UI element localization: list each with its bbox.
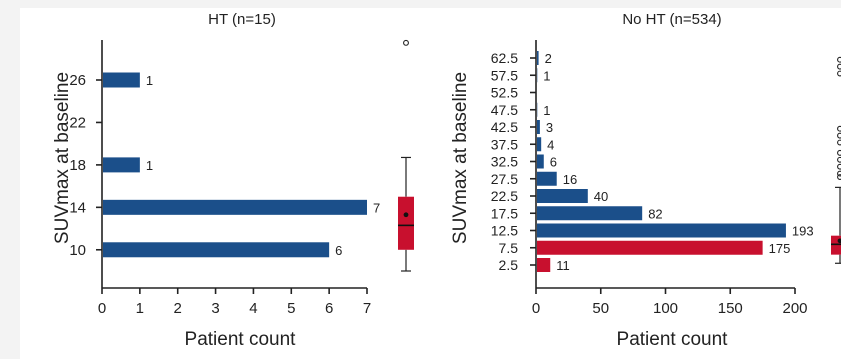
boxplot-outlier [837, 174, 841, 180]
boxplot-mean-marker [403, 212, 409, 218]
x-tick-label: 4 [249, 300, 257, 317]
bar-value-label: 1 [146, 73, 153, 88]
y-tick-label: 22 [69, 114, 86, 131]
bar [103, 242, 330, 258]
chart-panel-no-ht: No HT (n=534)0 50 100 150 2002.57.512.517.52… [450, 11, 841, 350]
boxplot-outlier [837, 56, 841, 63]
boxplot-mean-marker [837, 238, 841, 244]
y-axis-label: SUVmax at baseline [52, 72, 73, 244]
y-tick-label: 22.5 [491, 188, 518, 204]
x-tick-label: 200 [782, 300, 807, 317]
boxplot-outlier [837, 170, 841, 177]
y-tick-label: 10 [69, 242, 86, 259]
x-axis-label: Patient count [617, 329, 729, 350]
y-tick-label: 47.5 [491, 102, 518, 118]
x-tick-label: 150 [718, 300, 743, 317]
boxplot-box [831, 235, 841, 255]
bar-value-label: 7 [373, 200, 380, 215]
y-tick-label: 17.5 [491, 205, 518, 221]
y-tick-label: 12.5 [491, 223, 518, 239]
x-tick-label: 0 [532, 300, 540, 317]
bar-value-label: 1 [543, 68, 550, 83]
y-tick-label: 7.5 [499, 240, 519, 256]
y-tick-label: 42.5 [491, 119, 518, 135]
boxplot-outlier [837, 149, 841, 156]
bar [537, 240, 763, 255]
x-tick-label: 2 [174, 300, 182, 317]
bar [537, 206, 643, 221]
chart-title: HT (n=15) [208, 11, 276, 28]
bar-value-label: 175 [769, 241, 791, 256]
bar-value-label: 40 [594, 189, 608, 204]
bar-value-label: 1 [146, 158, 153, 173]
figure-background [20, 8, 841, 359]
y-tick-label: 37.5 [491, 136, 518, 152]
bar [537, 258, 551, 272]
x-tick-label: 7 [363, 300, 371, 317]
boxplot-box [398, 196, 414, 250]
y-axis-label: SUVmax at baseline [450, 72, 471, 244]
y-tick-label: 32.5 [491, 154, 518, 170]
boxplot-outlier [837, 63, 841, 70]
x-tick-label: 100 [653, 300, 678, 317]
boxplot-outlier [837, 139, 841, 146]
y-tick-label: 2.5 [499, 257, 519, 273]
bar-value-label: 16 [563, 172, 577, 187]
bar [537, 51, 539, 65]
chart-panel-ht: HT (n=15) 0 1 2 3 4 5 6 7 10 14 18 22 26 Patient count… [52, 11, 414, 350]
bar-value-label: 82 [648, 206, 662, 221]
boxplot-outlier [837, 125, 841, 132]
x-tick-label: 3 [211, 300, 219, 317]
bar [537, 137, 542, 152]
bar [103, 72, 140, 88]
y-tick-label: 57.5 [491, 67, 518, 83]
bar-value-label: 3 [546, 120, 553, 135]
bar-value-label: 6 [550, 155, 557, 170]
bar-value-label: 2 [545, 51, 552, 66]
x-tick-label: 6 [325, 300, 333, 317]
x-tick-label: 5 [287, 300, 295, 317]
bar-value-label: 11 [556, 258, 570, 273]
y-tick-label: 52.5 [491, 85, 518, 101]
x-tick-label: 1 [136, 300, 144, 317]
boxplot-outlier [403, 39, 409, 46]
bar-value-label: 1 [543, 103, 550, 118]
y-tick-label: 14 [69, 199, 86, 216]
x-tick-label: 0 [98, 300, 106, 317]
boxplot-outlier [837, 156, 841, 163]
bar [537, 154, 544, 169]
bar [537, 171, 557, 186]
x-tick-label: 50 [592, 300, 609, 317]
bar [103, 199, 367, 215]
bar-value-label: 4 [547, 137, 554, 152]
bar [537, 189, 588, 203]
x-axis-label: Patient count [185, 329, 297, 350]
y-tick-label: 27.5 [491, 171, 518, 187]
bar-value-label: 6 [335, 243, 342, 258]
y-tick-label: 26 [69, 72, 86, 89]
bar [103, 157, 140, 173]
boxplot-outlier [837, 163, 841, 170]
y-tick-label: 62.5 [491, 50, 518, 66]
chart-title: No HT (n=534) [622, 11, 721, 28]
boxplot-outlier [837, 132, 841, 139]
y-tick-label: 18 [69, 157, 86, 174]
bar-value-label: 193 [792, 224, 814, 239]
bar [537, 223, 786, 238]
bar [537, 120, 540, 134]
boxplot-outlier [837, 70, 841, 77]
